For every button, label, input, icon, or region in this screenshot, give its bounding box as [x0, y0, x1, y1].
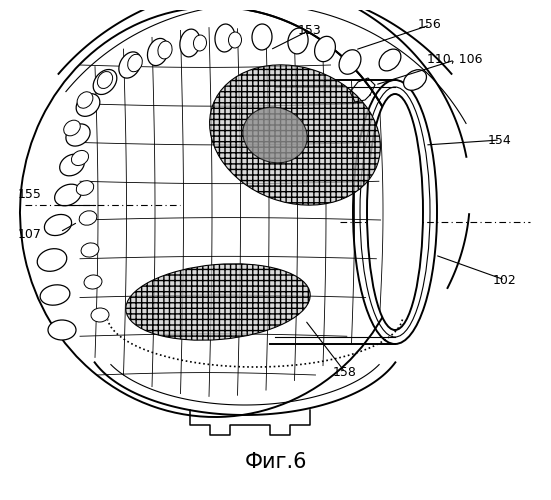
Text: 156: 156 — [418, 18, 442, 32]
Ellipse shape — [72, 150, 89, 166]
Ellipse shape — [48, 320, 76, 340]
Ellipse shape — [126, 264, 310, 340]
Ellipse shape — [79, 211, 97, 225]
Ellipse shape — [84, 275, 102, 289]
Ellipse shape — [288, 28, 308, 54]
Ellipse shape — [119, 52, 141, 78]
Text: 153: 153 — [298, 24, 322, 36]
Ellipse shape — [81, 243, 99, 257]
Ellipse shape — [45, 214, 72, 236]
Ellipse shape — [91, 308, 109, 322]
Ellipse shape — [77, 92, 93, 108]
Ellipse shape — [76, 94, 100, 116]
Text: 110, 106: 110, 106 — [427, 54, 483, 66]
Ellipse shape — [315, 36, 336, 62]
Ellipse shape — [379, 49, 401, 71]
Text: 154: 154 — [488, 134, 512, 146]
Ellipse shape — [20, 7, 410, 417]
Ellipse shape — [64, 120, 80, 136]
Text: Фиг.6: Фиг.6 — [245, 452, 307, 472]
Ellipse shape — [60, 154, 84, 176]
Text: 158: 158 — [333, 366, 357, 378]
Ellipse shape — [98, 72, 112, 88]
Ellipse shape — [229, 32, 241, 48]
Ellipse shape — [367, 94, 423, 330]
Ellipse shape — [339, 50, 361, 74]
Ellipse shape — [93, 70, 117, 94]
Ellipse shape — [158, 41, 172, 59]
Ellipse shape — [403, 70, 426, 90]
Ellipse shape — [243, 107, 307, 163]
Ellipse shape — [209, 65, 380, 205]
Ellipse shape — [252, 24, 272, 50]
Ellipse shape — [215, 24, 235, 52]
Ellipse shape — [55, 184, 82, 206]
Ellipse shape — [180, 29, 200, 57]
Ellipse shape — [148, 38, 169, 66]
Ellipse shape — [193, 35, 207, 51]
Ellipse shape — [128, 54, 142, 72]
Ellipse shape — [40, 285, 70, 305]
Ellipse shape — [76, 180, 94, 196]
Text: 107: 107 — [18, 228, 42, 241]
Ellipse shape — [66, 124, 90, 146]
Ellipse shape — [37, 248, 67, 272]
Ellipse shape — [367, 94, 423, 330]
Text: 155: 155 — [18, 188, 42, 202]
Text: 102: 102 — [493, 274, 517, 286]
